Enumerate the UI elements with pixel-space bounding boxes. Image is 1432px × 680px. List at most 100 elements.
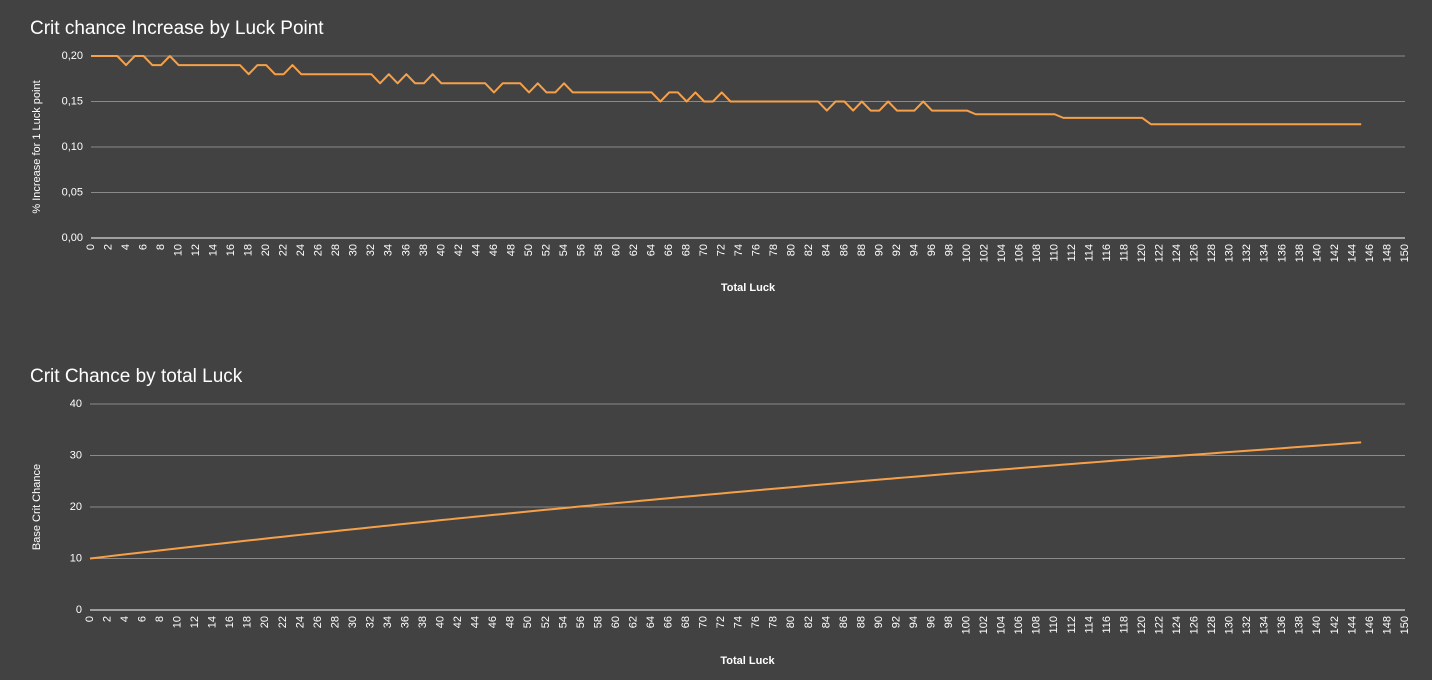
y-axis-title: Base Crit Chance bbox=[31, 464, 43, 550]
x-tick-label: 56 bbox=[575, 244, 587, 256]
x-tick-label: 88 bbox=[856, 244, 868, 256]
x-tick-label: 128 bbox=[1206, 616, 1218, 634]
x-tick-label: 26 bbox=[313, 244, 325, 256]
chart-title: Crit Chance by total Luck bbox=[30, 366, 243, 387]
x-tick-label: 26 bbox=[312, 616, 324, 628]
x-tick-label: 112 bbox=[1066, 244, 1078, 262]
x-tick-label: 30 bbox=[347, 616, 359, 628]
x-tick-label: 100 bbox=[961, 616, 973, 634]
x-tick-label: 44 bbox=[470, 244, 482, 256]
x-tick-label: 126 bbox=[1189, 244, 1201, 262]
x-tick-label: 36 bbox=[400, 616, 412, 628]
x-tick-label: 22 bbox=[278, 244, 290, 256]
x-tick-label: 138 bbox=[1294, 616, 1306, 634]
x-tick-label: 124 bbox=[1171, 244, 1183, 262]
x-tick-label: 148 bbox=[1381, 616, 1393, 634]
x-tick-label: 110 bbox=[1049, 244, 1061, 262]
x-tick-label: 90 bbox=[873, 244, 885, 256]
x-tick-label: 4 bbox=[120, 244, 132, 250]
x-tick-label: 84 bbox=[821, 244, 833, 256]
x-tick-label: 2 bbox=[101, 616, 113, 622]
x-tick-label: 14 bbox=[208, 244, 220, 256]
x-tick-label: 100 bbox=[961, 244, 973, 262]
y-tick-label: 10 bbox=[70, 552, 82, 564]
x-tick-label: 74 bbox=[733, 244, 745, 256]
x-tick-label: 14 bbox=[207, 616, 219, 628]
x-tick-label: 0 bbox=[84, 616, 96, 622]
x-tick-label: 34 bbox=[383, 244, 395, 256]
x-tick-label: 56 bbox=[575, 616, 587, 628]
x-tick-label: 82 bbox=[803, 244, 815, 256]
x-tick-label: 66 bbox=[663, 244, 675, 256]
x-tick-label: 118 bbox=[1118, 616, 1130, 634]
x-tick-label: 58 bbox=[593, 244, 605, 256]
x-tick-label: 10 bbox=[172, 616, 184, 628]
x-tick-label: 6 bbox=[137, 244, 149, 250]
x-tick-label: 78 bbox=[768, 244, 780, 256]
x-tick-label: 28 bbox=[330, 244, 342, 256]
x-tick-label: 130 bbox=[1224, 616, 1236, 634]
x-axis-title: Total Luck bbox=[720, 655, 775, 667]
x-tick-label: 106 bbox=[1013, 616, 1025, 634]
x-tick-label: 94 bbox=[908, 616, 920, 628]
x-tick-label: 54 bbox=[557, 616, 569, 628]
x-tick-label: 46 bbox=[487, 616, 499, 628]
x-tick-label: 16 bbox=[225, 244, 237, 256]
x-tick-label: 88 bbox=[855, 616, 867, 628]
x-tick-label: 6 bbox=[137, 616, 149, 622]
x-tick-label: 98 bbox=[943, 616, 955, 628]
x-tick-label: 38 bbox=[417, 616, 429, 628]
x-tick-label: 146 bbox=[1364, 244, 1376, 262]
y-tick-label: 40 bbox=[70, 398, 82, 410]
y-tick-label: 30 bbox=[70, 449, 82, 461]
x-tick-label: 76 bbox=[751, 244, 763, 256]
y-tick-label: 20 bbox=[70, 501, 82, 513]
x-tick-label: 136 bbox=[1276, 244, 1288, 262]
x-tick-label: 132 bbox=[1241, 244, 1253, 262]
x-tick-label: 20 bbox=[260, 244, 272, 256]
x-tick-label: 70 bbox=[698, 244, 710, 256]
chart-title: Crit chance Increase by Luck Point bbox=[30, 18, 324, 39]
y-tick-label: 0,05 bbox=[62, 186, 83, 198]
x-tick-label: 12 bbox=[190, 244, 202, 256]
x-tick-label: 118 bbox=[1119, 244, 1131, 262]
x-tick-label: 102 bbox=[978, 244, 990, 262]
x-tick-label: 68 bbox=[680, 616, 692, 628]
x-tick-label: 132 bbox=[1241, 616, 1253, 634]
x-tick-label: 38 bbox=[418, 244, 430, 256]
data-line bbox=[91, 55, 1362, 126]
x-tick-label: 24 bbox=[294, 616, 306, 628]
x-tick-label: 116 bbox=[1101, 244, 1113, 262]
x-tick-label: 68 bbox=[681, 244, 693, 256]
x-tick-label: 10 bbox=[173, 244, 185, 256]
x-tick-label: 140 bbox=[1311, 244, 1323, 262]
x-tick-label: 12 bbox=[189, 616, 201, 628]
x-tick-label: 142 bbox=[1329, 244, 1341, 262]
x-tick-label: 20 bbox=[259, 616, 271, 628]
x-tick-label: 52 bbox=[540, 244, 552, 256]
y-tick-label: 0,15 bbox=[62, 95, 83, 107]
x-tick-label: 60 bbox=[611, 244, 623, 256]
x-tick-label: 8 bbox=[155, 244, 167, 250]
x-tick-label: 24 bbox=[295, 244, 307, 256]
data-line bbox=[89, 441, 1362, 560]
x-tick-label: 90 bbox=[873, 616, 885, 628]
x-tick-label: 54 bbox=[558, 244, 570, 256]
x-tick-label: 62 bbox=[627, 616, 639, 628]
x-tick-label: 130 bbox=[1224, 244, 1236, 262]
x-tick-label: 98 bbox=[943, 244, 955, 256]
x-tick-label: 74 bbox=[733, 616, 745, 628]
y-tick-label: 0 bbox=[76, 604, 82, 616]
x-tick-label: 30 bbox=[348, 244, 360, 256]
x-tick-label: 28 bbox=[329, 616, 341, 628]
x-tick-label: 18 bbox=[243, 244, 255, 256]
x-tick-label: 16 bbox=[224, 616, 236, 628]
x-tick-label: 64 bbox=[646, 244, 658, 256]
x-tick-label: 146 bbox=[1364, 616, 1376, 634]
y-tick-label: 0,00 bbox=[62, 232, 83, 244]
x-tick-label: 124 bbox=[1171, 616, 1183, 634]
x-tick-label: 42 bbox=[452, 616, 464, 628]
x-tick-label: 86 bbox=[838, 616, 850, 628]
